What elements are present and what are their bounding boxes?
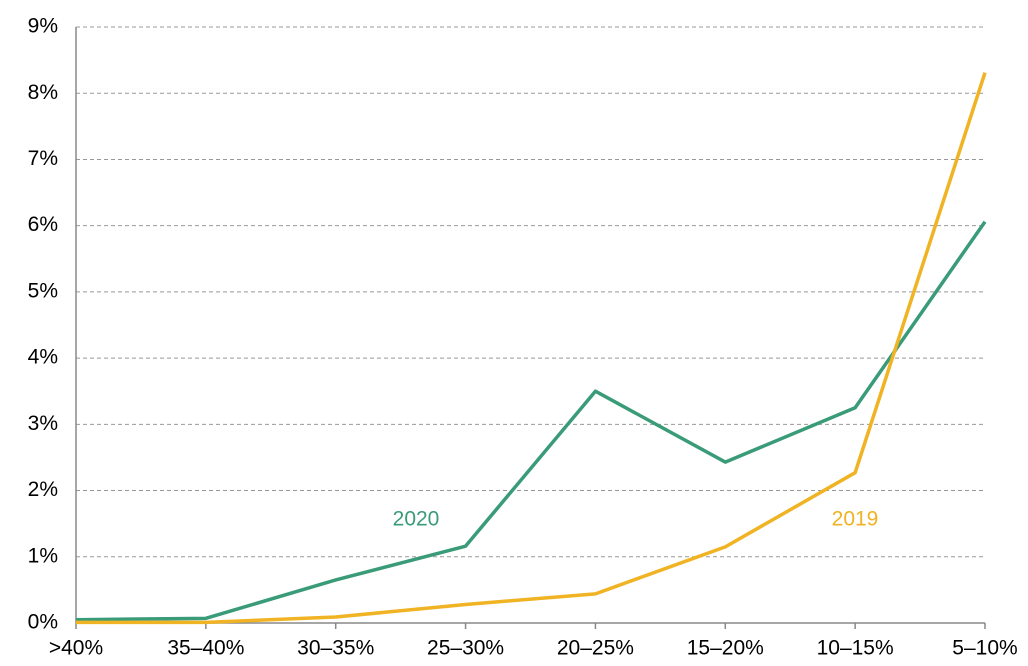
y-tick-label: 2% — [28, 478, 58, 501]
y-tick-label: 3% — [28, 412, 58, 435]
x-tick-label: 20–25% — [557, 637, 634, 660]
x-tick-label: 5–10% — [952, 637, 1017, 660]
y-tick-label: 6% — [28, 213, 58, 236]
x-tick-label: >40% — [49, 637, 103, 660]
y-tick-label: 4% — [28, 346, 58, 369]
y-tick-label: 5% — [28, 279, 58, 302]
y-tick-label: 8% — [28, 81, 58, 104]
series-label: 2020 — [393, 508, 440, 531]
x-tick-label: 30–35% — [297, 637, 374, 660]
y-tick-label: 9% — [28, 15, 58, 38]
x-tick-label: 15–20% — [687, 637, 764, 660]
y-tick-label: 1% — [28, 544, 58, 567]
x-tick-label: 25–30% — [427, 637, 504, 660]
x-tick-label: 35–40% — [167, 637, 244, 660]
x-tick-label: 10–15% — [817, 637, 894, 660]
series-line — [75, 220, 987, 622]
y-tick-label: 7% — [28, 147, 58, 170]
y-tick-label: 0% — [28, 611, 58, 634]
series-line — [76, 72, 987, 625]
series-label: 2019 — [832, 508, 879, 531]
